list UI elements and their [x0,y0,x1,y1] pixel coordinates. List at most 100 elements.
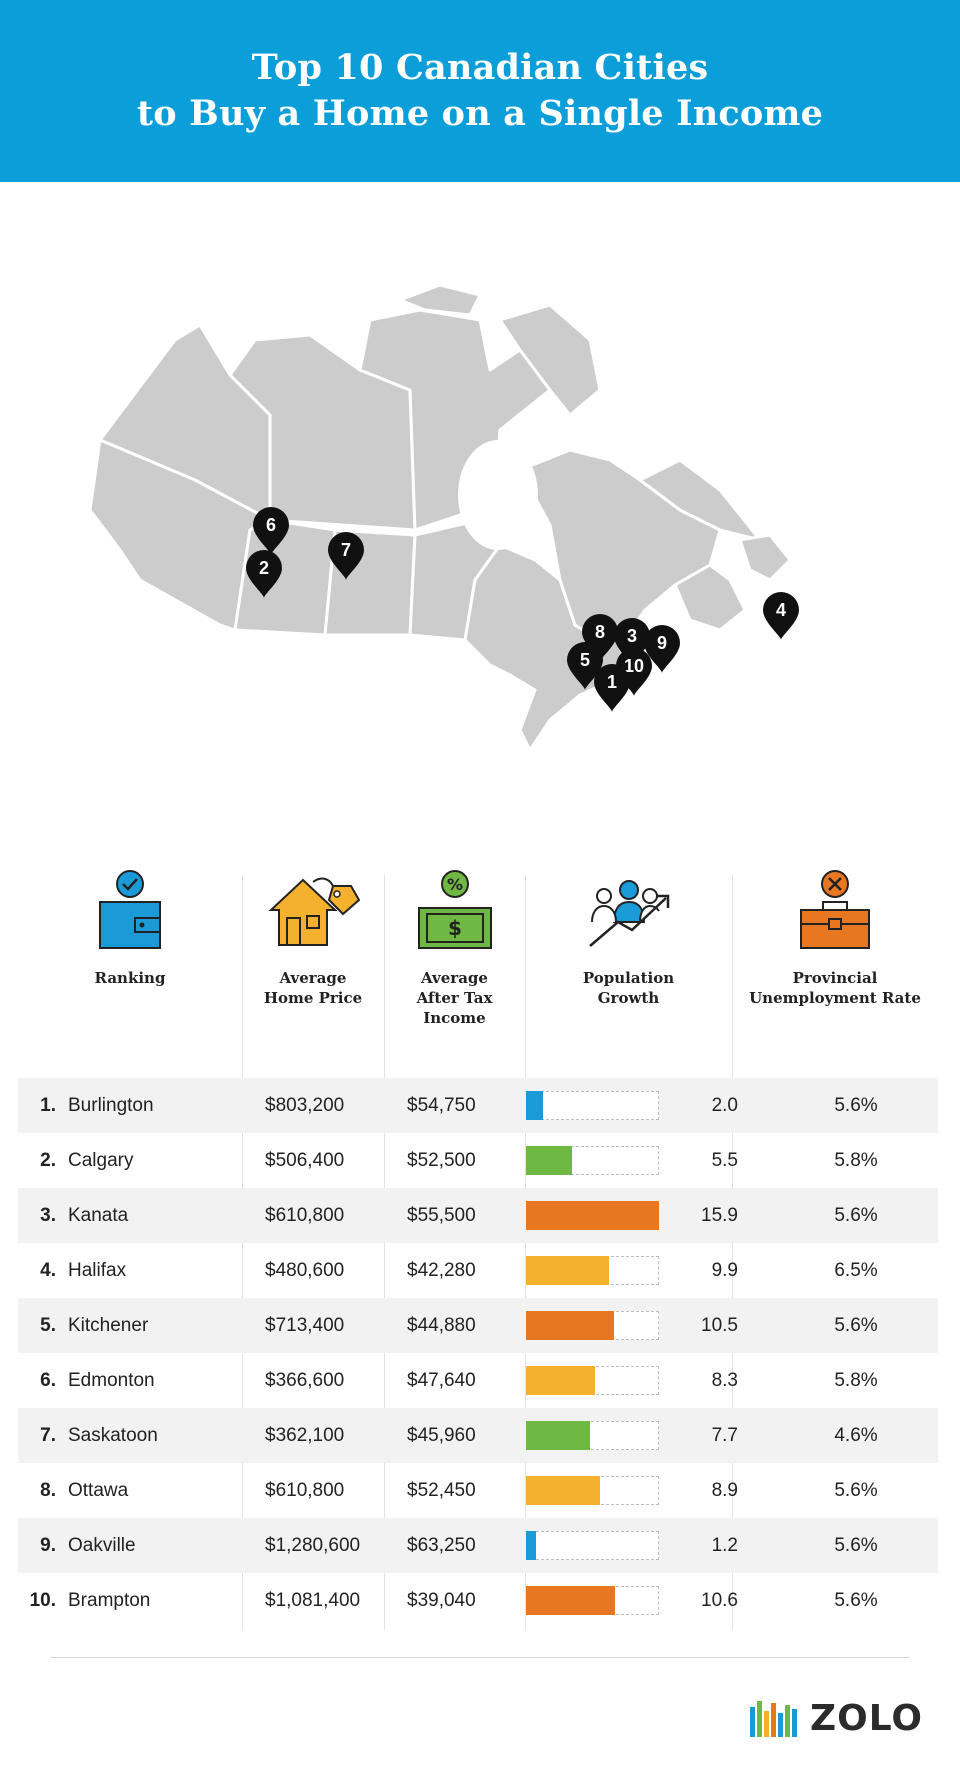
map-pin-label: 6 [266,515,276,535]
unemployment-rate: 5.6% [834,1205,878,1226]
unemployment-rate: 6.5% [834,1260,878,1281]
home-price: $713,400 [265,1315,345,1336]
growth-value: 15.9 [701,1205,738,1226]
after-tax-income: $45,960 [407,1425,476,1446]
svg-text:$: $ [448,916,462,940]
header-home-price: Average Home Price [242,870,384,1045]
title-banner: Top 10 Canadian Cities to Buy a Home on … [0,0,960,182]
unemployment-column-label: Provincial Unemployment Rate [749,969,921,1007]
growth-bar [526,1091,543,1120]
after-tax-income: $39,040 [407,1590,476,1611]
unemployment-rate: 5.6% [834,1315,878,1336]
growth-bar [526,1201,659,1230]
after-tax-income: $54,750 [407,1095,476,1116]
unemployment-rate: 5.8% [834,1370,878,1391]
growth-bar [526,1146,572,1175]
growth-value: 1.2 [711,1535,738,1556]
table-row: 6. Edmonton $366,600 $47,640 8.3 5.8% [18,1353,938,1408]
growth-bar [526,1311,614,1340]
column-divider [525,875,526,1630]
home-price: $803,200 [265,1095,345,1116]
rank-number: 8. [40,1480,56,1501]
hudson-bay [458,440,538,550]
map-pin-label: 7 [341,540,351,560]
table-row: 5. Kitchener $713,400 $44,880 10.5 5.6% [18,1298,938,1353]
rankings-table: 1. Burlington $803,200 $54,750 2.0 5.6% 2. Calg… [18,1078,938,1628]
city-name: Oakville [68,1535,136,1556]
table-row: 8. Ottawa $610,800 $52,450 8.9 5.6% [18,1463,938,1518]
income-column-label: Average After Tax Income [416,969,493,1027]
city-name: Brampton [68,1590,151,1611]
home-price-column-label: Average Home Price [263,969,363,1007]
rank-number: 1. [40,1095,56,1116]
unemployment-rate: 5.6% [834,1590,878,1611]
after-tax-income: $42,280 [407,1260,476,1281]
title-line-2: to Buy a Home on a Single Income [136,93,824,134]
ranking-column-label: Ranking [94,969,166,987]
growth-value: 9.9 [711,1260,738,1281]
growth-value: 2.0 [711,1095,738,1116]
column-headers: Ranking Average Home Price % $ Average A… [18,870,938,1045]
column-divider [732,875,733,1630]
home-price: $366,600 [265,1370,345,1391]
column-divider [242,875,243,1630]
canada-map-svg: 6 2 7 4 8 3 9 [88,283,799,752]
rank-number: 5. [40,1315,56,1336]
region-bc [88,438,272,632]
header-ranking: Ranking [18,870,242,1045]
home-price: $610,800 [265,1205,345,1226]
growth-bar [526,1256,609,1285]
growth-bar [526,1586,615,1615]
growth-value: 8.9 [711,1480,738,1501]
header-unemployment: Provincial Unemployment Rate [732,870,938,1045]
region-newfoundland [738,533,792,582]
map-pin-burlington: 1 [594,664,630,712]
table-row: 7. Saskatoon $362,100 $45,960 7.7 4.6% [18,1408,938,1463]
map-pins: 6 2 7 4 8 3 9 [246,507,799,712]
svg-text:%: % [446,875,462,894]
map-pin-halifax: 4 [763,592,799,640]
map-pin-kitchener: 5 [567,642,603,690]
after-tax-income: $52,500 [407,1150,476,1171]
after-tax-income: $47,640 [407,1370,476,1391]
growth-value: 8.3 [711,1370,738,1391]
growth-value: 10.6 [701,1590,738,1611]
unemployment-rate: 5.6% [834,1535,878,1556]
home-price: $1,280,600 [265,1535,361,1556]
rank-number: 10. [29,1590,56,1611]
zolo-logo: ZOLO [750,1698,923,1739]
people-growth-icon [588,880,669,947]
footer-divider [50,1657,910,1658]
column-divider [384,875,385,1630]
region-alberta [233,518,337,637]
briefcase-x-icon [800,870,870,949]
growth-bar [526,1531,536,1560]
table-row: 3. Kanata $610,800 $55,500 15.9 5.6% [18,1188,938,1243]
unemployment-rate: 5.6% [834,1480,878,1501]
city-name: Kitchener [68,1315,149,1336]
city-name: Saskatoon [68,1425,158,1446]
home-price: $506,400 [265,1150,345,1171]
growth-column-label: Population Growth [582,969,675,1007]
region-arctic-islands [398,283,482,317]
region-maritimes [673,563,747,632]
unemployment-rate: 5.8% [834,1150,878,1171]
home-price: $480,600 [265,1260,345,1281]
table-row: 2. Calgary $506,400 $52,500 5.5 5.8% [18,1133,938,1188]
wallet-check-icon [99,870,161,949]
map-pin-oakville: 9 [643,624,680,673]
rank-number: 6. [40,1370,56,1391]
city-name: Edmonton [68,1370,155,1391]
growth-bar [526,1476,600,1505]
map-pin-label: 2 [259,558,269,578]
growth-bar-track [526,1091,659,1120]
after-tax-income: $63,250 [407,1535,476,1556]
home-price: $362,100 [265,1425,345,1446]
title-line-1: Top 10 Canadian Cities [251,47,709,88]
growth-bar [526,1421,590,1450]
growth-value: 10.5 [701,1315,738,1336]
map-pin-label: 9 [657,633,667,653]
growth-value: 5.5 [711,1150,738,1171]
after-tax-income: $44,880 [407,1315,476,1336]
map-pin-label: 4 [776,600,786,620]
